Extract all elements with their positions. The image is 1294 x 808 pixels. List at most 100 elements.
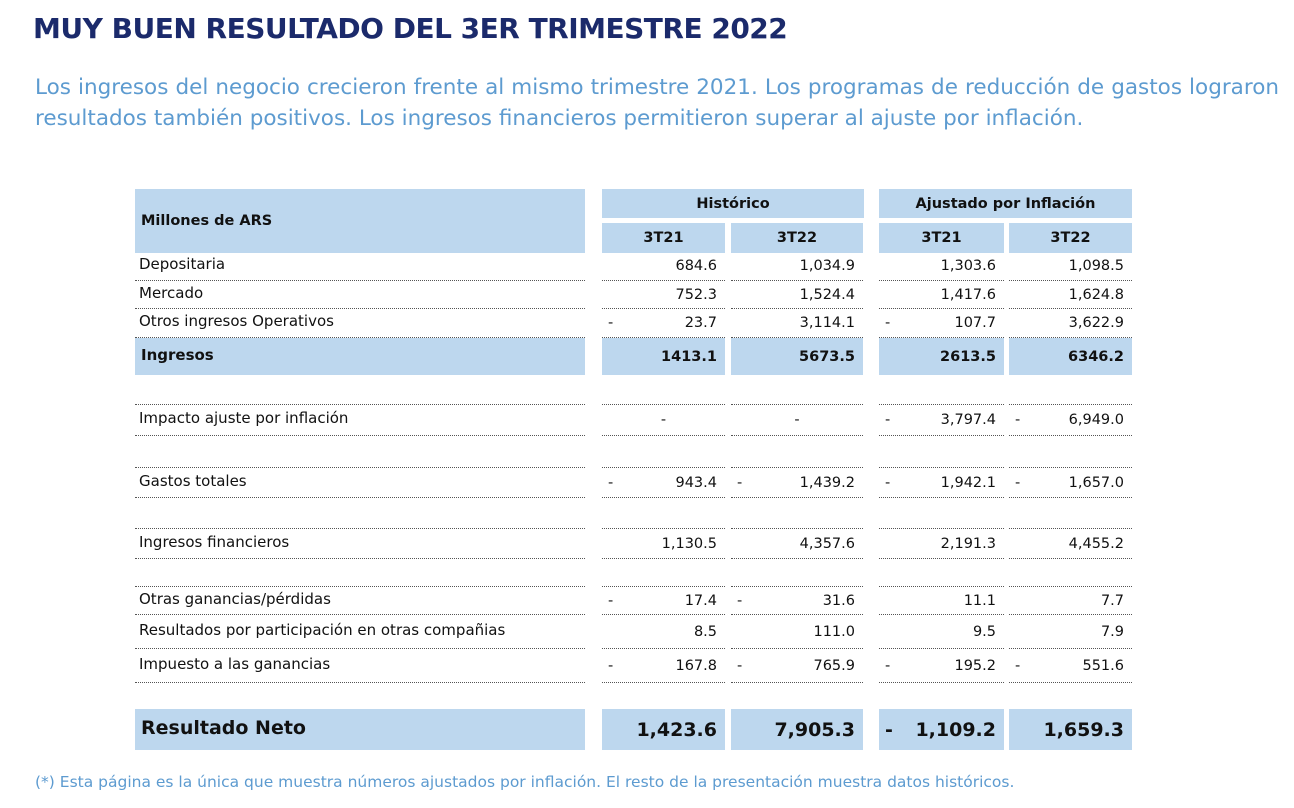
row-label-cell: Depositaria	[135, 252, 585, 281]
value: 7.9	[1100, 623, 1124, 640]
value: 23.7	[684, 315, 717, 331]
value-cell: 684.6	[602, 252, 725, 281]
sign: -	[1015, 474, 1021, 491]
value-cell: 3,114.1	[731, 309, 863, 338]
value-cell: - 1,942.1	[879, 467, 1004, 498]
value: 765.9	[813, 657, 855, 674]
value: 2,191.3	[940, 535, 996, 552]
row-label: Resultado Neto	[141, 716, 306, 739]
row-label-cell: Impacto ajuste por inflación	[135, 404, 585, 436]
sign: -	[885, 474, 891, 491]
value: 752.3	[675, 286, 717, 303]
row-label: Impuesto a las ganancias	[139, 654, 331, 673]
value-cell: 4,455.2	[1009, 528, 1132, 559]
value: 1,417.6	[940, 286, 996, 303]
value-cell: 1,524.4	[731, 281, 863, 309]
sign: -	[885, 412, 891, 428]
value-cell: - 765.9	[731, 649, 863, 683]
row-label-cell: Resultado Neto	[135, 709, 585, 750]
sign: -	[737, 474, 743, 491]
value-cell: - 3,797.4	[879, 404, 1004, 436]
sign: -	[737, 592, 743, 609]
value: 3,622.9	[1068, 315, 1124, 331]
value-cell: 1,098.5	[1009, 252, 1132, 281]
value-cell: 2,191.3	[879, 528, 1004, 559]
value: 11.1	[963, 592, 996, 609]
value: 5673.5	[799, 348, 855, 365]
footnote: (*) Esta página es la única que muestra …	[35, 773, 1015, 791]
value-cell: 1,417.6	[879, 281, 1004, 309]
sign: -	[885, 718, 893, 741]
column-header: 3T22	[1009, 223, 1132, 253]
title: MUY BUEN RESULTADO DEL 3ER TRIMESTRE 202…	[33, 12, 788, 45]
row-label: Depositaria	[139, 255, 226, 274]
value: 943.4	[675, 474, 717, 491]
sign: -	[1015, 657, 1021, 674]
value: 1,624.8	[1068, 286, 1124, 303]
value: 1,034.9	[799, 258, 855, 274]
value-cell: 8.5	[602, 615, 725, 649]
value: 4,357.6	[799, 535, 855, 552]
row-label: Otras ganancias/pérdidas	[139, 589, 331, 608]
value: 1,130.5	[661, 535, 717, 552]
value: 4,455.2	[1068, 535, 1124, 552]
column-header: 3T21	[879, 223, 1004, 253]
row-label-cell: Impuesto a las ganancias	[135, 649, 585, 683]
row-label-cell: Ingresos financieros	[135, 528, 585, 559]
value: 195.2	[954, 657, 996, 674]
sign: -	[608, 474, 614, 491]
value: 107.7	[954, 315, 996, 331]
value-cell: 9.5	[879, 615, 1004, 649]
value: 7.7	[1100, 592, 1124, 609]
value: 1,423.6	[636, 718, 717, 741]
value-cell: 752.3	[602, 281, 725, 309]
value-cell: - 1,657.0	[1009, 467, 1132, 498]
value-cell: 6346.2	[1009, 338, 1132, 375]
value-cell: 1,423.6	[602, 709, 725, 750]
row-label: Resultados por participación en otras co…	[139, 620, 506, 639]
group-header: Histórico	[602, 189, 864, 218]
value: 3,797.4	[940, 412, 996, 428]
sign: -	[608, 592, 614, 609]
value: 1,942.1	[940, 474, 996, 491]
subtitle: Los ingresos del negocio crecieron frent…	[35, 75, 1279, 131]
value: 551.6	[1082, 657, 1124, 674]
value-cell: 1,130.5	[602, 528, 725, 559]
row-label-cell: Resultados por participación en otras co…	[135, 615, 585, 649]
value-cell: 1413.1	[602, 338, 725, 375]
value-cell: 111.0	[731, 615, 863, 649]
value-cell: -	[602, 404, 725, 436]
row-label: Ingresos	[141, 345, 214, 364]
value-cell: 7.9	[1009, 615, 1132, 649]
value: 1,524.4	[799, 286, 855, 303]
value-cell: 4,357.6	[731, 528, 863, 559]
sign: -	[1015, 412, 1021, 428]
sign: -	[608, 657, 614, 674]
value: 1,109.2	[915, 718, 996, 741]
value-cell: 5673.5	[731, 338, 863, 375]
value: 111.0	[813, 623, 855, 640]
sign: -	[885, 315, 891, 331]
corner-header: Millones de ARS	[135, 189, 585, 253]
row-label: Impacto ajuste por inflación	[139, 409, 349, 428]
value: 31.6	[822, 592, 855, 609]
value: 3,114.1	[799, 315, 855, 331]
value-cell: 3,622.9	[1009, 309, 1132, 338]
row-label-cell: Gastos totales	[135, 467, 585, 498]
value: 9.5	[972, 623, 996, 640]
sign: -	[885, 657, 891, 674]
value-cell: - 1,439.2	[731, 467, 863, 498]
value-cell: 1,659.3	[1009, 709, 1132, 750]
value-cell: 2613.5	[879, 338, 1004, 375]
value: 17.4	[684, 592, 717, 609]
value: -	[794, 412, 800, 428]
value-cell: 1,303.6	[879, 252, 1004, 281]
row-label-cell: Otras ganancias/pérdidas	[135, 586, 585, 615]
value-cell: - 107.7	[879, 309, 1004, 338]
row-label: Ingresos financieros	[139, 532, 290, 551]
value: -	[660, 412, 667, 428]
column-header: 3T21	[602, 223, 725, 253]
value: 1,659.3	[1043, 718, 1124, 741]
value: 1,303.6	[940, 258, 996, 274]
